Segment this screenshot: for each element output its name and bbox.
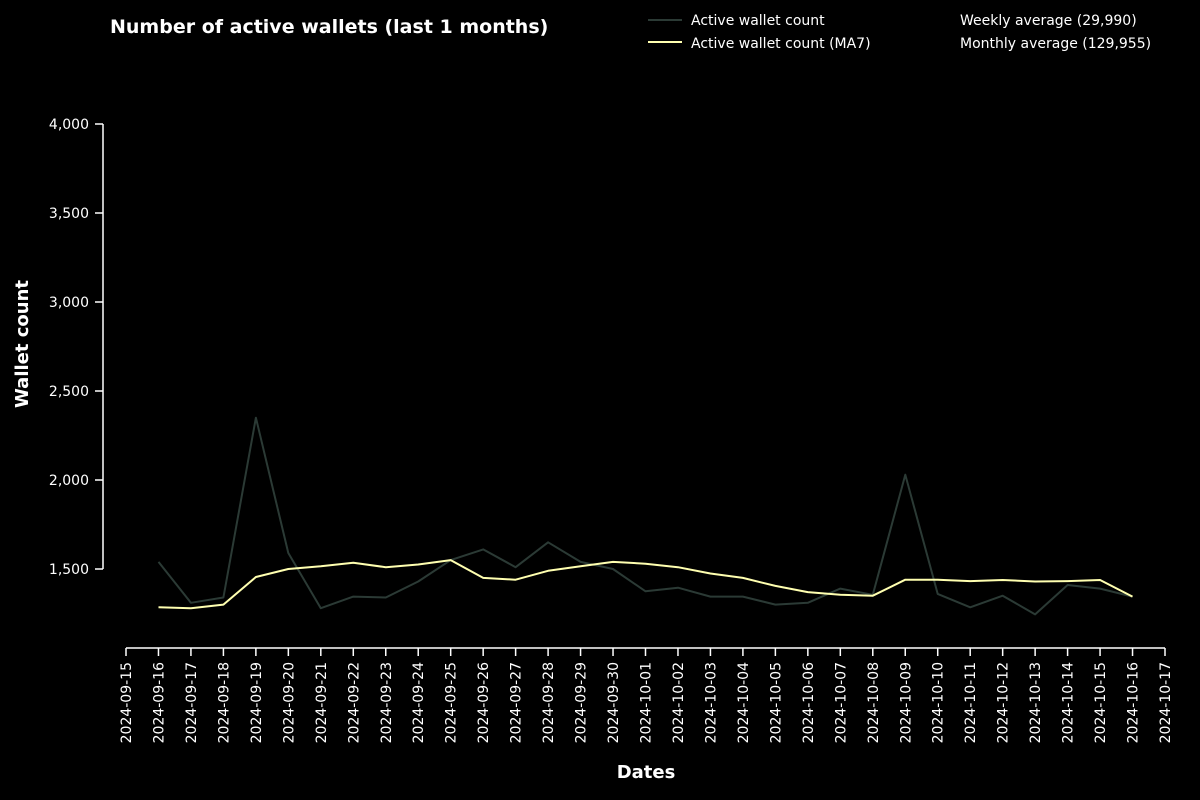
x-tick-label: 2024-10-09 [898, 662, 914, 743]
legend-label-ma7: Active wallet count (MA7) [691, 36, 871, 52]
legend-label-active: Active wallet count [691, 13, 825, 29]
x-tick-label: 2024-10-13 [1028, 662, 1044, 743]
x-tick-label: 2024-10-16 [1126, 662, 1142, 743]
y-axis-title: Wallet count [12, 280, 33, 408]
x-tick-label: 2024-09-17 [184, 662, 200, 743]
x-tick-label: 2024-10-02 [671, 662, 687, 743]
x-tick-label: 2024-09-15 [119, 662, 135, 743]
chart-title: Number of active wallets (last 1 months) [110, 16, 548, 38]
x-tick-label: 2024-10-05 [768, 662, 784, 743]
x-tick-label: 2024-09-20 [281, 662, 297, 743]
x-tick-label: 2024-10-14 [1061, 662, 1077, 743]
x-tick-label: 2024-10-17 [1158, 662, 1174, 743]
x-tick-label: 2024-10-08 [866, 662, 882, 743]
x-tick-label: 2024-09-27 [509, 662, 525, 743]
y-tick-label: 2,000 [49, 473, 89, 489]
x-tick-label: 2024-10-03 [703, 662, 719, 743]
x-tick-label: 2024-10-12 [996, 662, 1012, 743]
x-tick-label: 2024-10-01 [639, 662, 655, 743]
y-tick-label: 2,500 [49, 384, 89, 400]
y-ticks: 1,500 2,000 2,500 3,000 3,500 4,000 [49, 117, 103, 578]
x-tick-label: 2024-09-28 [541, 662, 557, 743]
x-tick-label: 2024-09-24 [411, 662, 427, 743]
weekly-average-annotation: Weekly average (29,990) [960, 13, 1137, 29]
legend: Active wallet count Active wallet count … [648, 13, 871, 52]
x-tick-label: 2024-09-30 [606, 662, 622, 743]
x-tick-label: 2024-10-10 [931, 662, 947, 743]
x-tick-label: 2024-10-04 [736, 662, 752, 743]
x-axis-title: Dates [617, 762, 676, 783]
y-tick-label: 3,500 [49, 206, 89, 222]
x-tick-label: 2024-09-22 [346, 662, 362, 743]
x-tick-label: 2024-10-11 [963, 662, 979, 743]
x-tick-label: 2024-09-18 [216, 662, 232, 743]
x-tick-label: 2024-09-23 [379, 662, 395, 743]
x-tick-label: 2024-09-16 [151, 662, 167, 743]
x-tick-label: 2024-09-25 [444, 662, 460, 743]
x-tick-label: 2024-09-29 [574, 662, 590, 743]
x-tick-label: 2024-10-07 [833, 662, 849, 743]
series-line-active-wallet-count [157, 416, 1133, 616]
x-ticks: 2024-09-15 2024-09-16 2024-09-17 2024-09-18… [119, 648, 1174, 743]
x-tick-label: 2024-10-06 [801, 662, 817, 743]
x-tick-label: 2024-09-21 [314, 662, 330, 743]
x-tick-label: 2024-09-26 [476, 662, 492, 743]
x-tick-label: 2024-09-19 [249, 662, 265, 743]
series-line-active-wallet-count-ma7 [158, 559, 1133, 610]
series-layer [157, 416, 1133, 616]
y-tick-label: 4,000 [49, 117, 89, 133]
x-tick-label: 2024-10-15 [1093, 662, 1109, 743]
y-tick-label: 1,500 [49, 562, 89, 578]
y-tick-label: 3,000 [49, 295, 89, 311]
monthly-average-annotation: Monthly average (129,955) [960, 36, 1151, 52]
